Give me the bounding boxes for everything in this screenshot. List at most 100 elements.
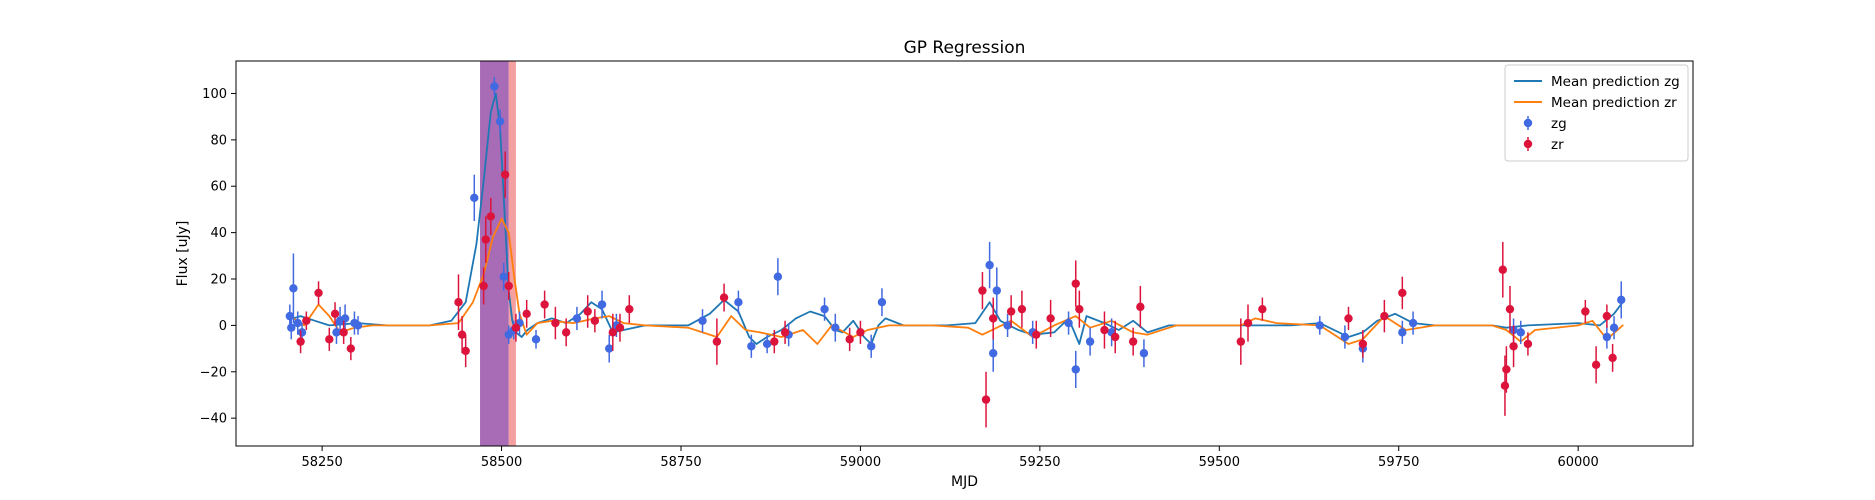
- zr-marker: [339, 328, 348, 337]
- zg-marker: [572, 314, 582, 323]
- zg-marker: [597, 300, 607, 309]
- zr-point-9: [457, 316, 467, 354]
- zr-marker: [504, 281, 513, 291]
- zg-point-35: [989, 334, 998, 372]
- zr-marker: [500, 170, 510, 179]
- x-tick-label: 58500: [481, 455, 522, 470]
- zr-point-3: [314, 281, 323, 305]
- zg-point-6: [332, 320, 341, 344]
- zr-marker: [1071, 279, 1080, 288]
- zr-point-55: [1505, 285, 1515, 333]
- shaded-region-2: [508, 61, 516, 446]
- zg-marker: [698, 316, 707, 325]
- zr-point-36: [1017, 290, 1027, 328]
- y-tick-label: −20: [200, 365, 227, 380]
- zg-marker: [490, 82, 499, 91]
- zr-marker: [511, 323, 521, 332]
- zg-point-10: [353, 316, 363, 335]
- zg-point-42: [1139, 339, 1149, 368]
- zg-point-47: [1408, 311, 1418, 335]
- zr-marker: [1258, 304, 1267, 314]
- zr-marker: [1006, 307, 1016, 316]
- legend-marker-swatch: [1523, 139, 1533, 149]
- zg-marker: [773, 272, 783, 281]
- zr-point-42: [1111, 320, 1120, 354]
- zr-point-16: [511, 313, 521, 342]
- zr-point-27: [719, 283, 729, 312]
- zr-point-12: [481, 216, 490, 263]
- y-tick-label: 100: [202, 87, 227, 102]
- zg-marker: [1071, 365, 1080, 374]
- zg-point-2: [287, 316, 296, 340]
- zg-point-26: [762, 334, 772, 354]
- zg-point-39: [1071, 350, 1080, 389]
- zr-marker: [1046, 314, 1055, 323]
- zg-marker: [289, 284, 298, 293]
- zg-marker: [831, 323, 840, 332]
- zr-marker: [1344, 314, 1353, 323]
- zr-point-37: [1032, 320, 1041, 349]
- zg-point-46: [1398, 320, 1407, 344]
- y-tick-label: 20: [210, 273, 227, 288]
- y-tick-label: 40: [210, 226, 227, 241]
- zr-marker: [981, 395, 991, 404]
- zr-marker: [302, 316, 311, 325]
- zg-marker: [1340, 332, 1350, 342]
- zr-marker: [978, 286, 987, 295]
- zg-point-12: [490, 77, 499, 96]
- zg-point-18: [531, 330, 541, 349]
- zr-point-6: [339, 320, 348, 344]
- zg-marker: [762, 339, 772, 349]
- zr-point-4: [325, 327, 334, 351]
- zg-marker: [1408, 318, 1418, 328]
- zg-marker: [287, 323, 296, 332]
- legend-marker-swatch: [1523, 118, 1533, 128]
- zr-marker: [481, 235, 490, 244]
- zg-marker: [1617, 295, 1626, 305]
- legend-entry-zg: zg: [1523, 116, 1567, 132]
- zr-point-15: [504, 272, 513, 300]
- x-axis-ticks: 58250 58500 58750 59000 59250 59500 59750 60000: [301, 446, 1599, 470]
- zr-point-28: [770, 330, 779, 354]
- zr-point-61: [1608, 343, 1617, 372]
- zg-point-44: [1340, 325, 1350, 349]
- zr-point-29: [780, 320, 790, 344]
- zr-marker: [1608, 353, 1617, 363]
- zg-marker: [1602, 332, 1612, 342]
- zr-point-26: [712, 318, 722, 365]
- y-axis-ticks: −40 −20 0 20 40 60 80 100: [200, 87, 236, 427]
- zr-point-49: [1358, 330, 1368, 358]
- chart-title: GP Regression: [904, 38, 1026, 58]
- zr-point-59: [1591, 346, 1601, 384]
- zr-marker: [1136, 302, 1145, 312]
- zr-marker: [1502, 365, 1511, 374]
- zg-point-11: [470, 174, 479, 222]
- zr-point-38: [1046, 299, 1055, 337]
- zg-point-13: [495, 109, 505, 133]
- zg-marker: [1398, 328, 1407, 337]
- zg-point-34: [992, 267, 1001, 314]
- zr-point-2: [302, 311, 311, 331]
- zr-marker: [1075, 304, 1084, 314]
- zg-marker: [747, 342, 756, 351]
- zr-marker: [608, 328, 618, 337]
- y-tick-label: 60: [210, 180, 227, 195]
- zr-point-23: [608, 313, 618, 351]
- zr-point-19: [551, 306, 560, 340]
- zr-point-8: [454, 274, 463, 331]
- data-points: [285, 77, 1626, 428]
- zr-marker: [1602, 311, 1612, 321]
- zr-marker: [1236, 337, 1246, 346]
- zr-point-7: [346, 336, 356, 361]
- zr-marker: [522, 309, 531, 319]
- zr-marker: [1243, 318, 1253, 328]
- zr-point-50: [1380, 299, 1389, 333]
- x-tick-label: 58250: [301, 455, 342, 470]
- zr-point-21: [583, 295, 592, 328]
- zr-point-22: [590, 309, 600, 333]
- zr-point-5: [330, 302, 340, 326]
- zg-point-19: [572, 306, 582, 331]
- zg-marker: [1139, 349, 1149, 358]
- zr-point-53: [1500, 355, 1510, 416]
- zr-marker: [551, 318, 560, 328]
